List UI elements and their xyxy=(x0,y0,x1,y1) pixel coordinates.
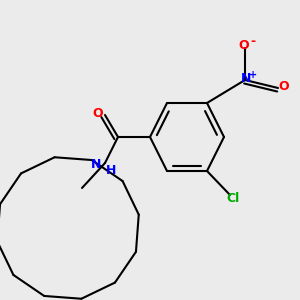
Text: -: - xyxy=(250,35,255,49)
Text: N: N xyxy=(241,72,252,85)
Text: O: O xyxy=(92,107,103,120)
Text: O: O xyxy=(279,80,289,93)
Text: H: H xyxy=(106,164,116,177)
Text: +: + xyxy=(249,70,257,80)
Text: O: O xyxy=(238,39,249,52)
Text: N: N xyxy=(91,158,101,171)
Text: Cl: Cl xyxy=(226,191,240,205)
